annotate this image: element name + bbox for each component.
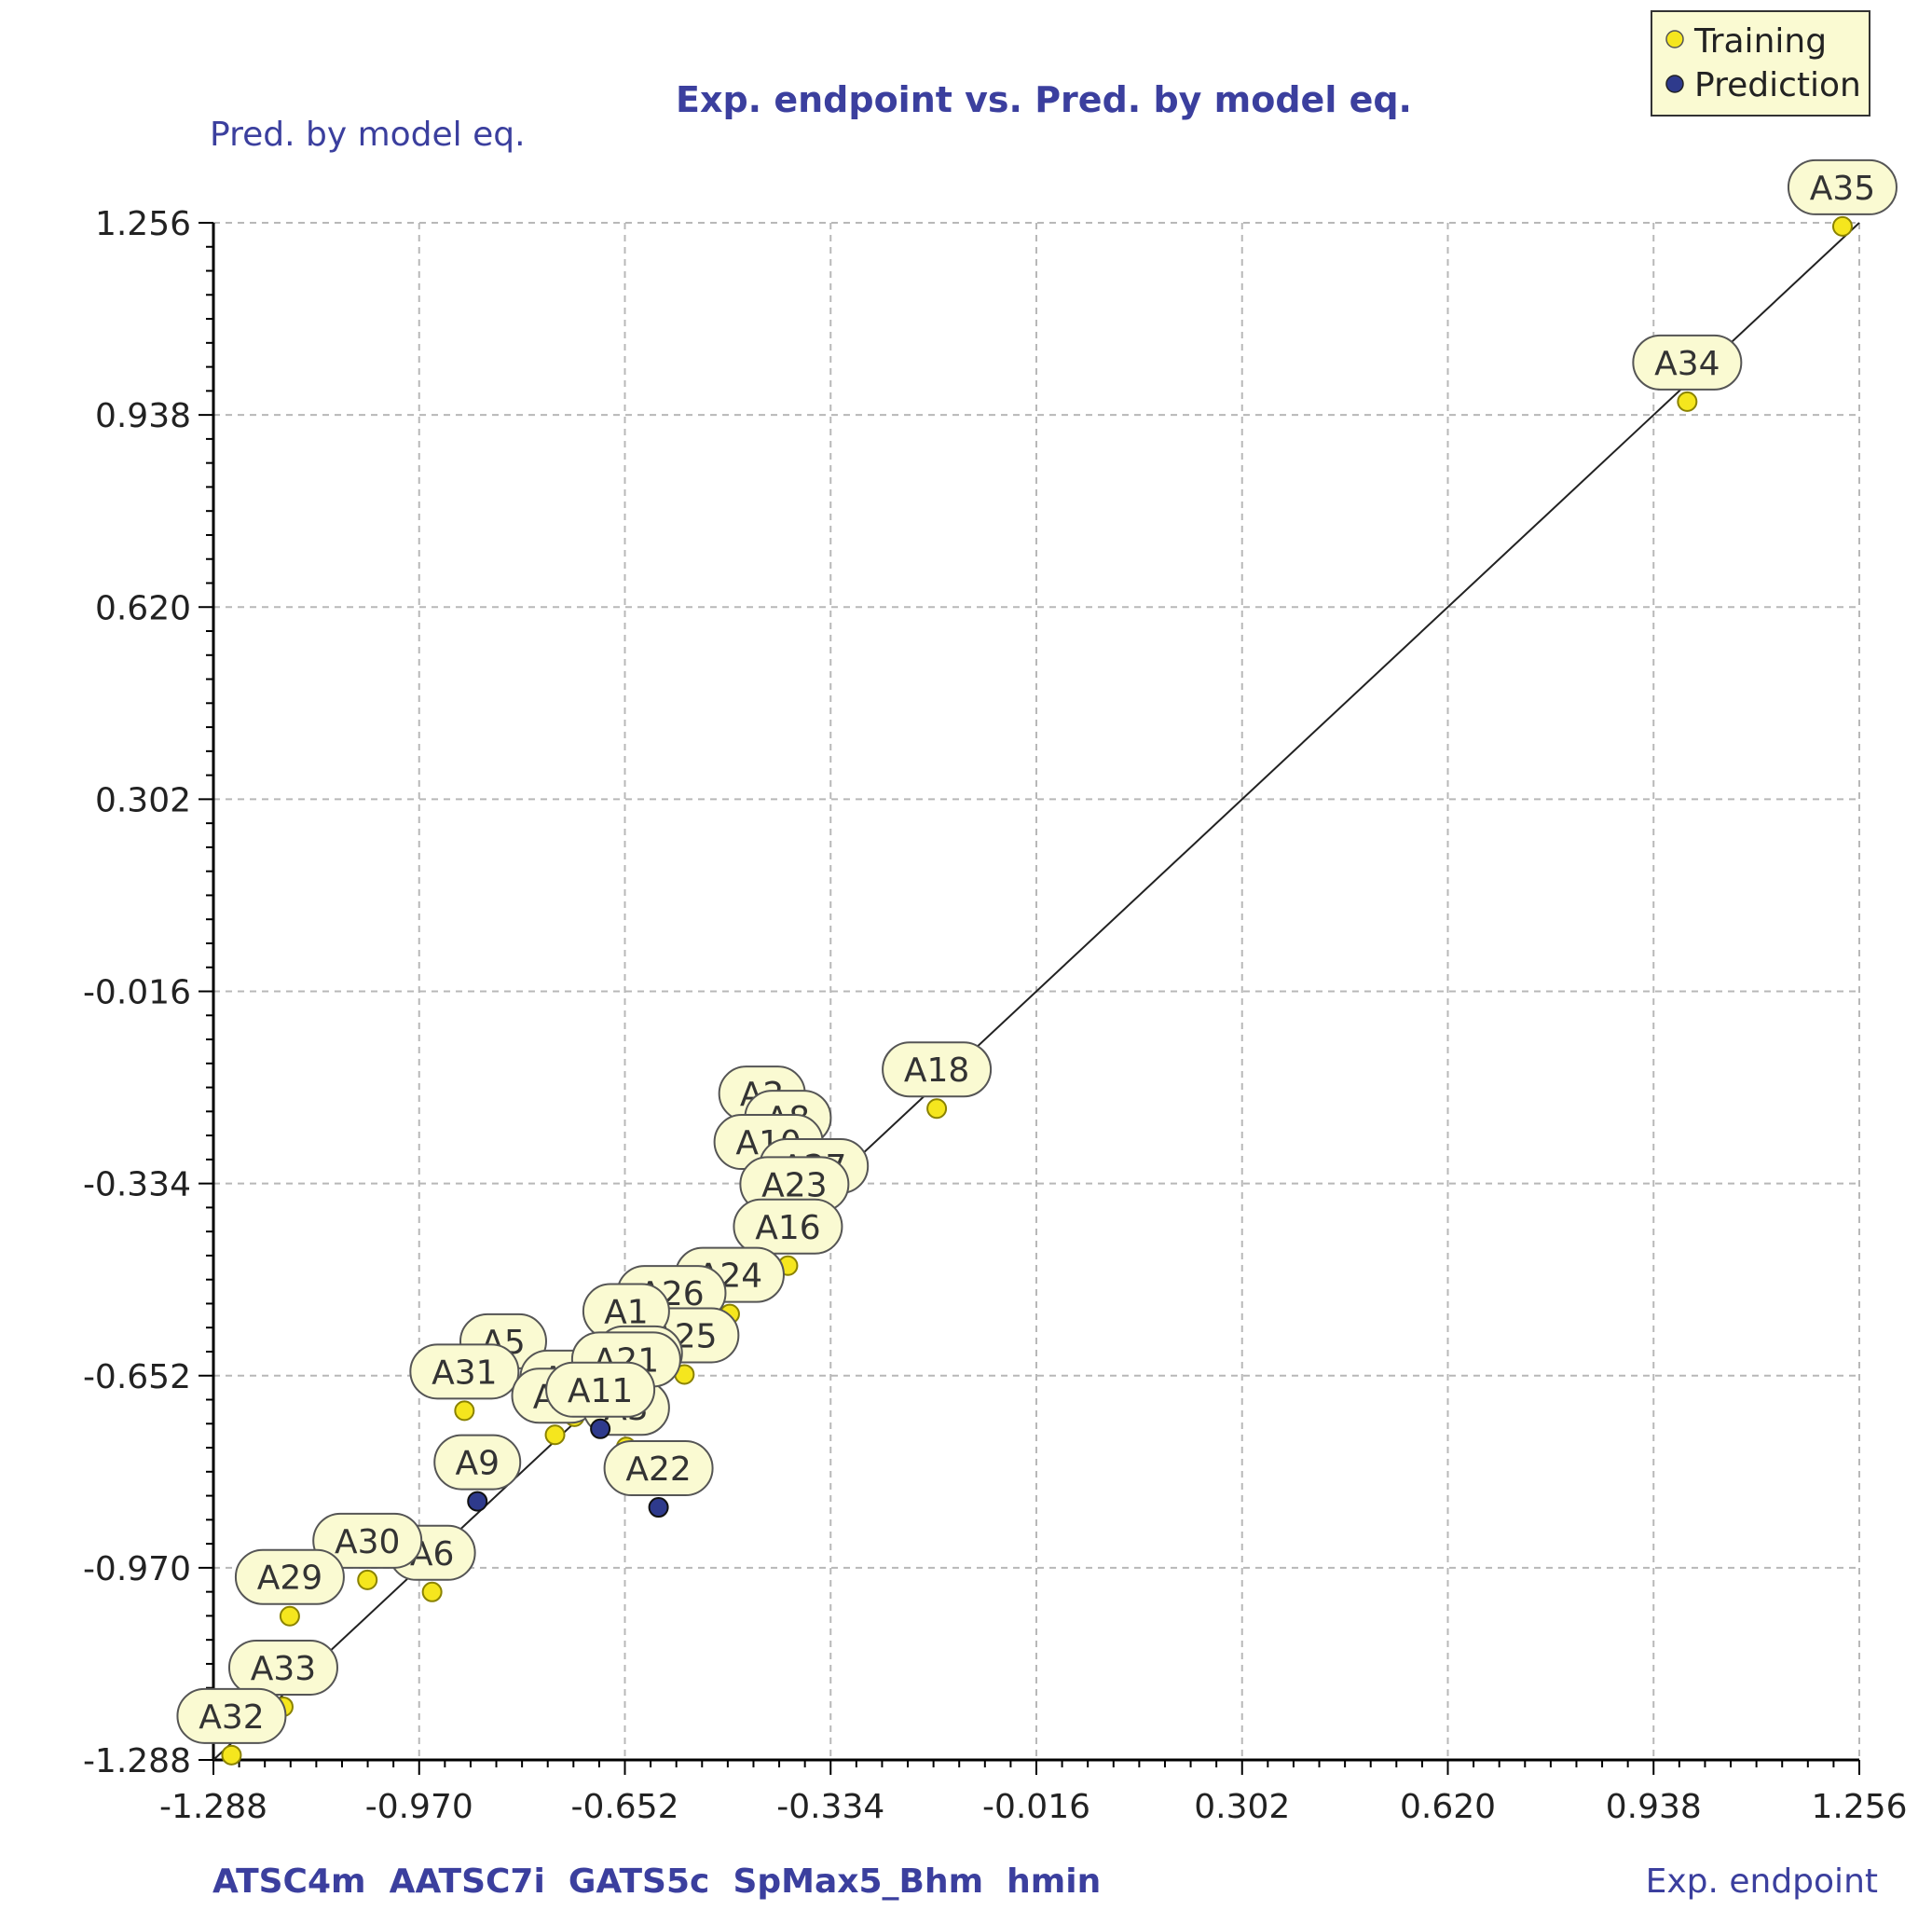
y-tick-label: 0.302 — [95, 781, 191, 819]
training-point — [926, 1098, 948, 1120]
point-label: A1 — [604, 1294, 649, 1332]
training-point — [357, 1569, 378, 1590]
x-tick-label: -0.970 — [365, 1788, 473, 1826]
x-tick-label: 1.256 — [1811, 1788, 1907, 1826]
training-point — [1677, 391, 1698, 412]
training-point — [454, 1400, 475, 1422]
prediction-point — [467, 1491, 488, 1512]
grid-lines — [213, 222, 1860, 1760]
point-label-bubble — [409, 1343, 520, 1400]
point-label-bubble — [433, 1434, 522, 1491]
point-group: A11 — [545, 1361, 656, 1439]
fit-line-group — [212, 222, 1860, 1761]
y-tick-label: -0.016 — [83, 974, 191, 1012]
legend-prediction-label: Prediction — [1694, 66, 1861, 104]
point-group: A18 — [882, 1041, 993, 1120]
point-label: A23 — [761, 1166, 827, 1204]
point-label-bubble — [234, 1548, 345, 1605]
x-tick-label: 0.302 — [1194, 1788, 1290, 1826]
x-axis-label: Exp. endpoint — [1646, 1862, 1878, 1901]
training-point — [1831, 215, 1853, 237]
point-label-bubble — [545, 1361, 656, 1418]
point-label: A33 — [251, 1650, 316, 1688]
point-label: A35 — [1810, 170, 1875, 208]
point-label-bubble — [1632, 334, 1743, 391]
point-group: A9 — [433, 1434, 522, 1512]
x-tick-label: -0.652 — [570, 1788, 678, 1826]
legend-box — [1651, 10, 1870, 117]
point-label-bubble — [176, 1687, 287, 1744]
point-label-bubble — [733, 1198, 843, 1255]
point-label: A30 — [335, 1523, 400, 1561]
legend: Training Prediction — [1651, 10, 1870, 117]
y-tick-label: 1.256 — [95, 205, 191, 243]
point-label: A22 — [625, 1450, 691, 1489]
point-group: A34 — [1632, 334, 1743, 412]
y-tick-label: -0.334 — [83, 1166, 191, 1204]
x-tick-label: -0.016 — [982, 1788, 1090, 1826]
point-group: A16 — [733, 1198, 843, 1276]
point-label-bubble — [603, 1440, 714, 1497]
x-tick-label: -1.288 — [159, 1788, 267, 1826]
point-label: A34 — [1654, 345, 1720, 383]
y-tick-label: -0.652 — [83, 1358, 191, 1396]
point-group: A35 — [1787, 158, 1898, 237]
prediction-point — [648, 1497, 669, 1519]
point-group: A30 — [312, 1512, 423, 1590]
point-group: A32 — [176, 1687, 287, 1766]
point-label-bubble — [312, 1512, 423, 1569]
y-tick-label: 0.620 — [95, 589, 191, 627]
point-label: A16 — [755, 1209, 820, 1247]
point-label-bubble — [227, 1639, 338, 1696]
point-label: A31 — [432, 1354, 497, 1392]
point-label: A32 — [199, 1698, 264, 1737]
training-point — [421, 1581, 443, 1602]
prediction-point — [590, 1418, 611, 1439]
point-label-bubble — [1787, 158, 1898, 215]
training-point — [544, 1424, 566, 1446]
point-label: A11 — [568, 1372, 633, 1410]
point-group: A31 — [409, 1343, 520, 1422]
x-tick-label: 0.938 — [1606, 1788, 1702, 1826]
point-label: A9 — [455, 1445, 500, 1483]
chart-title: Exp. endpoint vs. Pred. by model eq. — [676, 79, 1412, 120]
axes — [199, 222, 1860, 1775]
point-group: A29 — [234, 1548, 345, 1627]
point-group: A23 — [739, 1156, 850, 1234]
legend-training-marker — [1665, 30, 1684, 48]
point-label: A18 — [904, 1051, 969, 1090]
y-tick-label: 0.938 — [95, 397, 191, 435]
x-tick-label: 0.620 — [1400, 1788, 1496, 1826]
x-tick-label: -0.334 — [776, 1788, 884, 1826]
training-point — [221, 1744, 242, 1766]
y-tick-label: -0.970 — [83, 1550, 191, 1588]
y-axis-label: Pred. by model eq. — [210, 116, 526, 154]
legend-prediction-marker — [1665, 75, 1684, 93]
training-point — [279, 1605, 300, 1627]
fit-line — [212, 222, 1860, 1761]
point-label: A29 — [257, 1560, 322, 1598]
y-tick-label: -1.288 — [83, 1742, 191, 1780]
data-points: A35A34A18A2A8A10A27A23A16A24A26A25A1A7A5… — [176, 158, 1898, 1766]
point-label-bubble — [882, 1041, 993, 1098]
tick-labels: -1.288 -0.970 -0.652 -0.334 -0.016 0.302 0.620… — [83, 205, 1908, 1826]
point-group: A22 — [603, 1440, 714, 1519]
descriptor-list: ATSC4m AATSC7i GATS5c SpMax5_Bhm hmin — [212, 1862, 1101, 1901]
legend-training-label: Training — [1693, 22, 1827, 61]
